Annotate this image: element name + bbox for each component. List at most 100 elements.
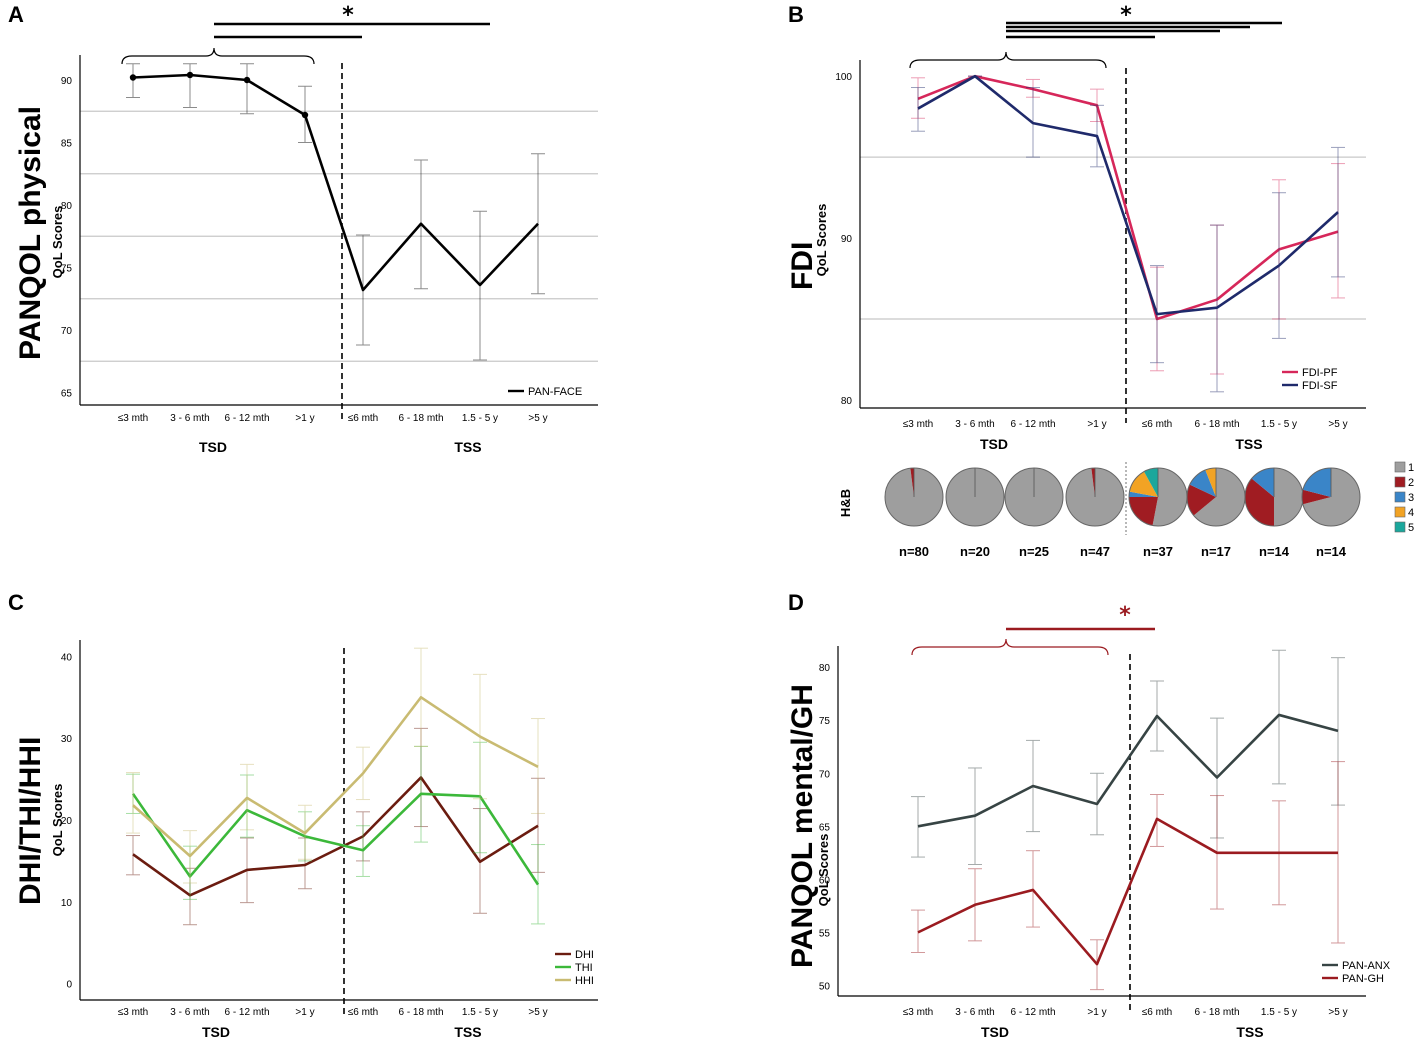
series-line (917, 74, 1339, 321)
y-tick-label: 75 (819, 716, 831, 727)
hb-legend-label: 4 (1408, 507, 1414, 519)
panel-a-title: PANQOL physical (14, 106, 47, 360)
pie-slice (1245, 478, 1274, 526)
data-point (129, 74, 137, 81)
data-point (301, 111, 309, 119)
legend-label: FDI-SF (1302, 380, 1338, 392)
hb-n-label: n=17 (1201, 544, 1231, 559)
pie-slice (1189, 470, 1216, 497)
error-bar (1272, 649, 1286, 785)
series-line (917, 74, 1339, 316)
hb-pie (1244, 467, 1304, 527)
x-tick-label: ≤6 mth (1142, 1007, 1173, 1018)
hb-row-label: H&B (838, 489, 853, 517)
x-tick-label: 1.5 - 5 y (462, 413, 498, 424)
hb-legend-swatch (1394, 521, 1406, 533)
x-tick-label: 3 - 6 mth (955, 1007, 994, 1018)
pie-outline (1065, 467, 1125, 527)
panel-c: C DHI/THI/HHI QoL Scores 0 10 20 30 40 ≤3 mth… (8, 590, 598, 1040)
group-label-tss: TSS (454, 1024, 481, 1040)
hb-legend-swatch (1394, 491, 1406, 503)
x-tick-label: 1.5 - 5 y (462, 1007, 498, 1018)
group-label-tsd: TSD (202, 1024, 230, 1040)
legend-label: PAN-ANX (1342, 960, 1391, 972)
hb-n-label: n=47 (1080, 544, 1110, 559)
x-tick-label: ≤3 mth (903, 1007, 934, 1018)
x-tick-label: ≤6 mth (1142, 419, 1173, 430)
hb-legend-label: 3 (1408, 492, 1414, 504)
y-tick-label: 90 (841, 234, 853, 245)
panel-c-ylabel: QoL Scores (50, 784, 65, 857)
pie-slice (1065, 468, 1124, 527)
hb-pie (1128, 467, 1188, 527)
legend-label: PAN-GH (1342, 973, 1384, 985)
hb-n-label: n=14 (1316, 544, 1347, 559)
pie-slice (884, 468, 943, 527)
x-tick-label: 6 - 18 mth (398, 1007, 443, 1018)
x-tick-label: 6 - 18 mth (1194, 1007, 1239, 1018)
panel-b: B FDI QoL Scores H&B 80 90 100 ≤3 mth 3 - 6 … (786, 2, 1414, 559)
significance-brace (909, 51, 1107, 69)
hb-legend-label: 5 (1408, 522, 1414, 534)
x-tick-label: >5 y (1328, 1007, 1347, 1018)
significance-brace (911, 638, 1109, 656)
error-bar (126, 772, 140, 834)
x-tick-label: 1.5 - 5 y (1261, 1007, 1297, 1018)
x-tick-label: 3 - 6 mth (955, 419, 994, 430)
legend-label: FDI-PF (1302, 367, 1338, 379)
group-label-tsd: TSD (981, 1024, 1009, 1040)
error-bar (911, 796, 925, 858)
group-label-tss: TSS (454, 439, 481, 455)
series-line (132, 695, 539, 858)
pie-slice (1251, 468, 1274, 497)
hb-legend-swatch (1394, 506, 1406, 518)
panel-a-ylabel: QoL Scores (50, 206, 65, 279)
y-tick-label: 20 (61, 816, 73, 827)
x-tick-label: ≤3 mth (118, 1007, 149, 1018)
y-tick-label: 75 (61, 264, 73, 275)
pie-slice (1129, 497, 1158, 526)
y-tick-label: 100 (835, 72, 852, 83)
y-tick-label: 65 (819, 822, 831, 833)
pie-slice (1302, 468, 1361, 527)
data-point (243, 76, 251, 84)
pie-slice (1193, 468, 1245, 527)
hb-n-label: n=14 (1259, 544, 1290, 559)
x-tick-label: ≤6 mth (348, 1007, 379, 1018)
y-tick-label: 85 (61, 139, 73, 150)
x-tick-label: >1 y (1087, 1007, 1106, 1018)
y-tick-label: 55 (819, 928, 831, 939)
series-line (917, 817, 1338, 966)
hb-pie (1186, 467, 1246, 527)
x-tick-label: 6 - 18 mth (398, 413, 443, 424)
x-tick-label: >5 y (528, 1007, 547, 1018)
pie-slice (1152, 468, 1187, 526)
hb-legend-label: 1 (1408, 462, 1414, 474)
pie-slice (1091, 468, 1095, 497)
y-tick-label: 50 (819, 981, 831, 992)
error-bar (531, 777, 545, 873)
panel-a: A PANQOL physical QoL Scores 65 70 75 80 85 9… (8, 2, 598, 455)
x-tick-label: 1.5 - 5 y (1261, 419, 1297, 430)
group-label-tsd: TSD (199, 439, 227, 455)
data-point (186, 71, 194, 79)
x-tick-label: 3 - 6 mth (170, 413, 209, 424)
pie-outline (1301, 467, 1361, 527)
significance-star: * (1119, 603, 1131, 628)
panel-letter-b: B (788, 2, 804, 27)
hb-pie (945, 467, 1005, 527)
group-label-tsd: TSD (980, 436, 1008, 452)
y-tick-label: 60 (819, 875, 831, 886)
x-tick-label: 6 - 12 mth (1010, 1007, 1055, 1018)
y-tick-label: 80 (819, 663, 831, 674)
significance-star: * (1120, 3, 1132, 28)
panel-d-ylabel: QoL Scores (816, 834, 831, 907)
pie-outline (1004, 467, 1064, 527)
x-tick-label: 6 - 12 mth (224, 413, 269, 424)
hb-n-label: n=25 (1019, 544, 1049, 559)
pie-slice (1205, 468, 1216, 497)
pie-slice (1301, 489, 1331, 505)
pie-slice (1144, 468, 1158, 497)
series-line (132, 776, 539, 897)
x-tick-label: 6 - 12 mth (1010, 419, 1055, 430)
